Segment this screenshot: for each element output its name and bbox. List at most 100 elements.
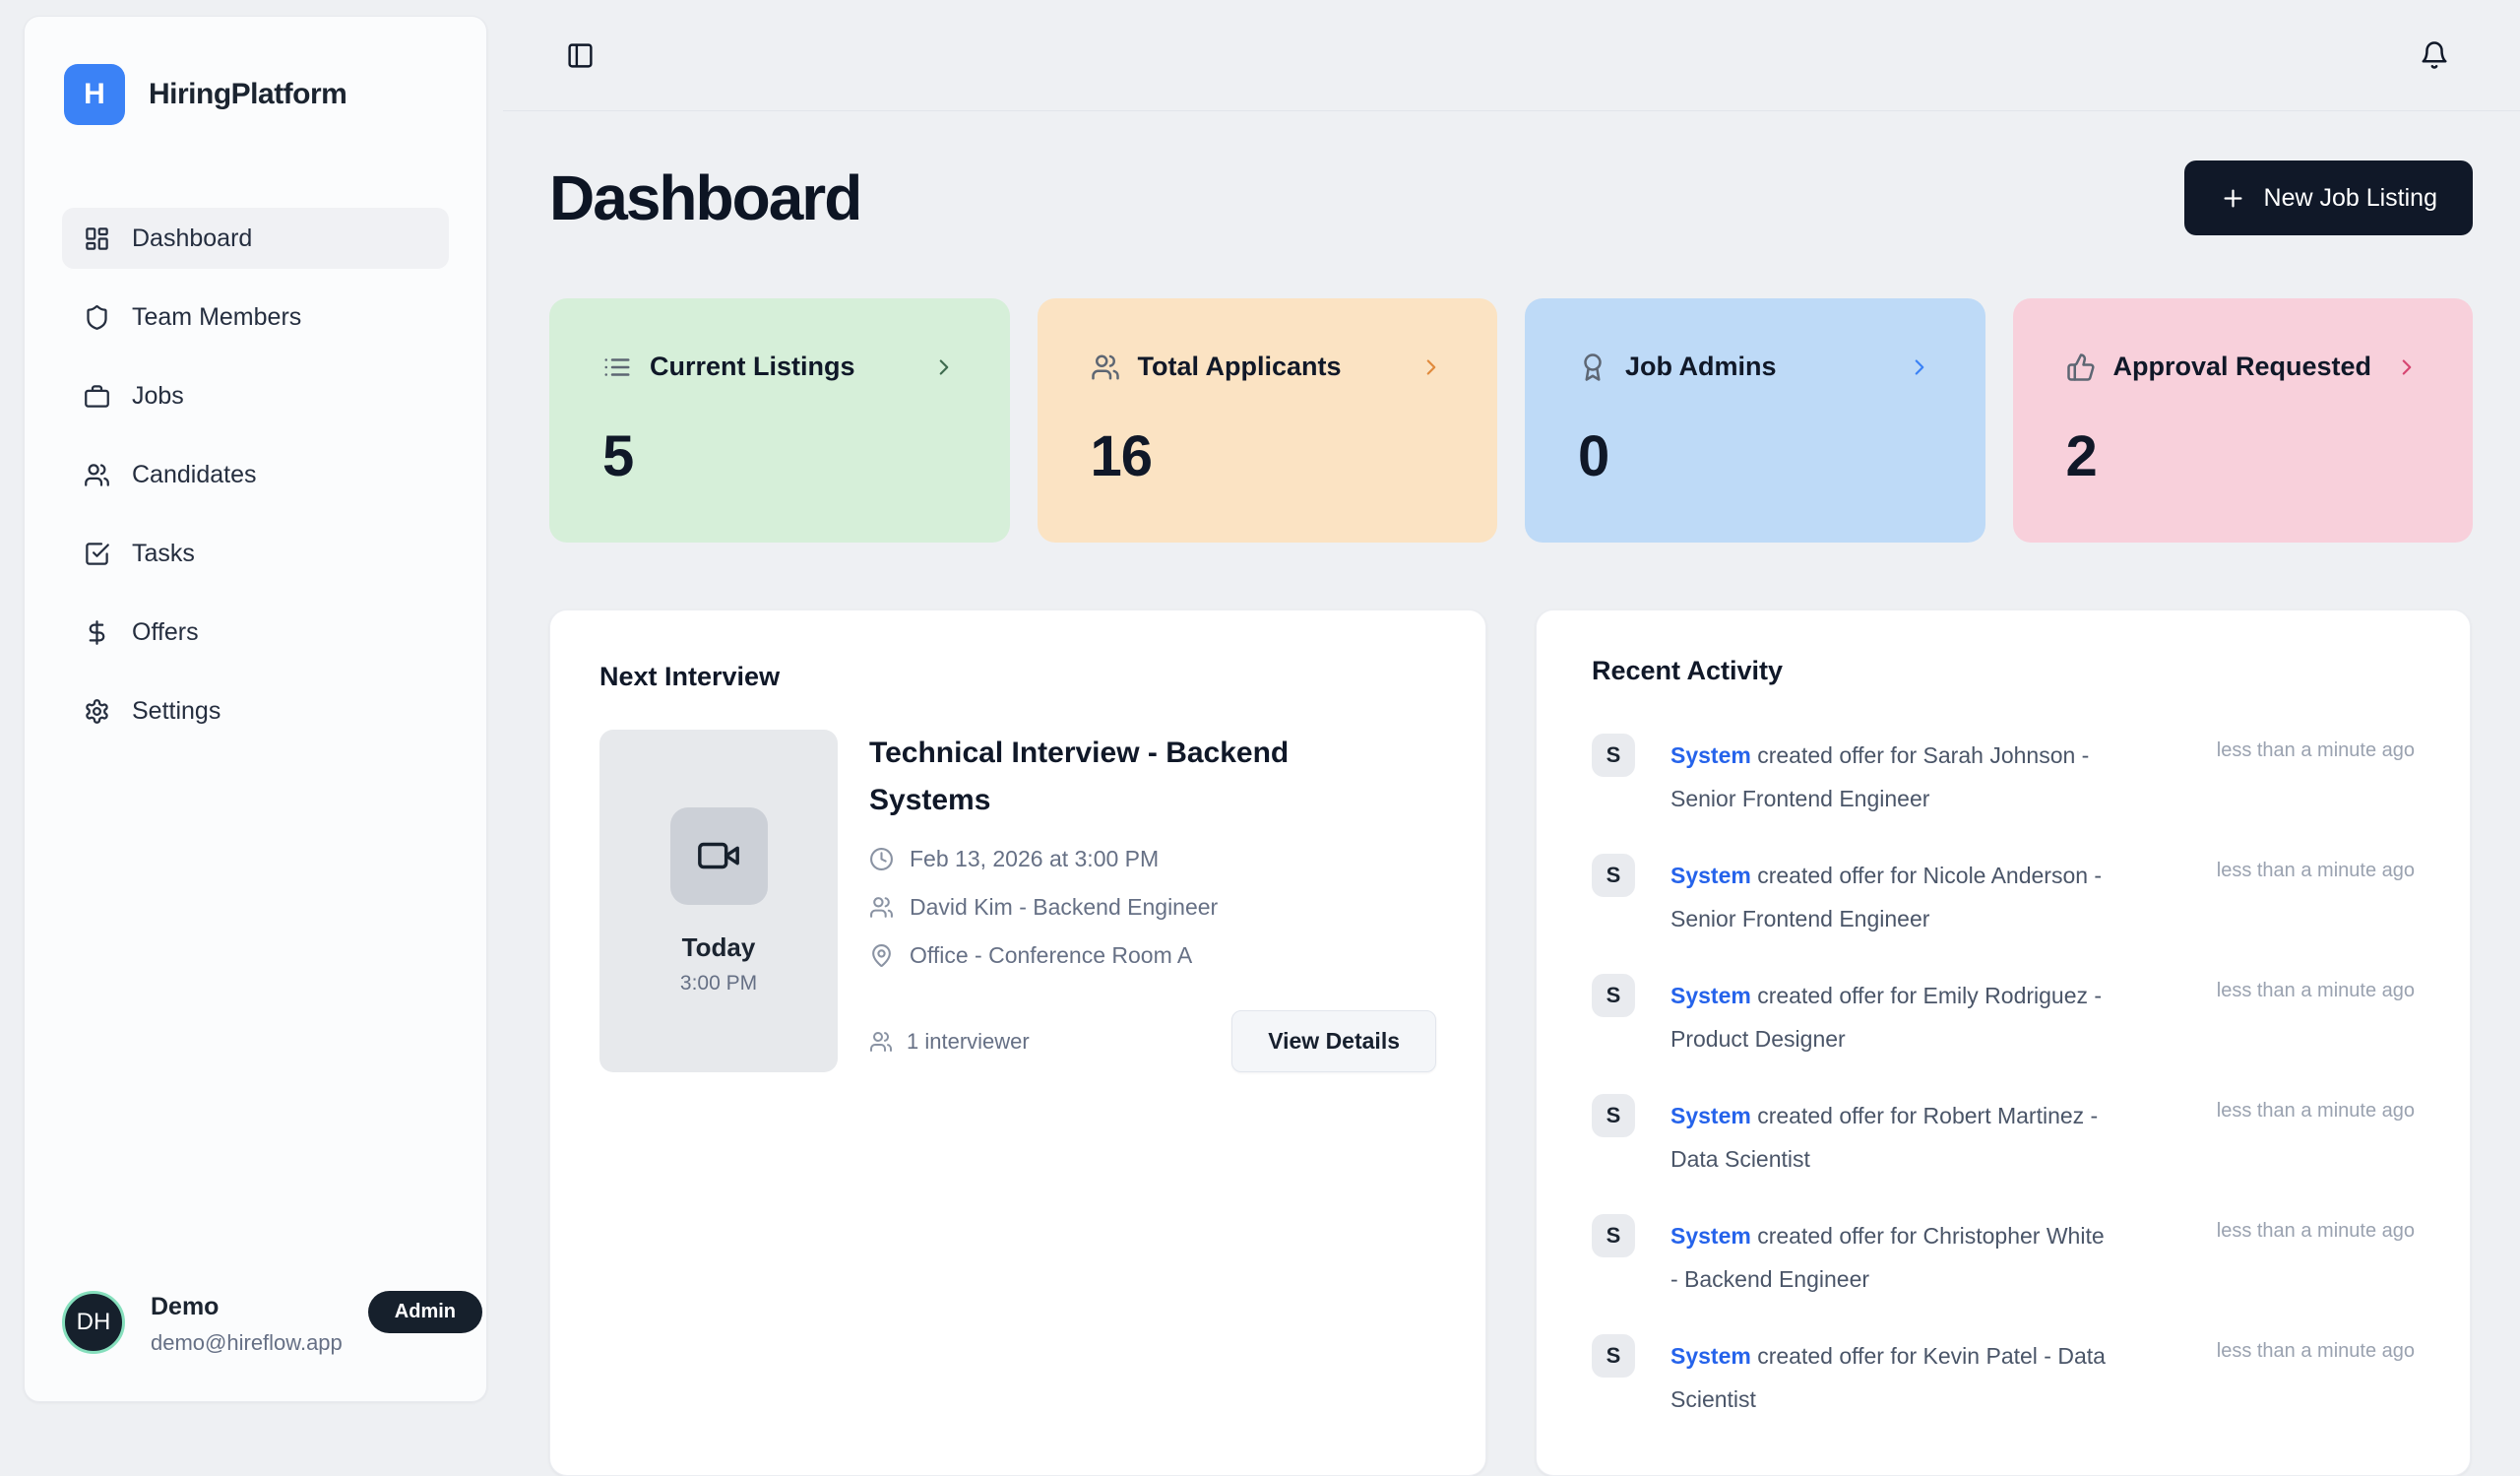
sidebar-item-settings[interactable]: Settings <box>62 680 449 741</box>
stat-card-total-applicants[interactable]: Total Applicants 16 <box>1037 298 1497 543</box>
sidebar-item-jobs[interactable]: Jobs <box>62 365 449 426</box>
stat-card-current-listings[interactable]: Current Listings 5 <box>549 298 1010 543</box>
video-tile <box>669 806 768 905</box>
users-icon <box>870 1031 892 1052</box>
stat-value: 0 <box>1578 424 1609 488</box>
activity-actor-link[interactable]: System <box>1670 1343 1751 1369</box>
clock-icon <box>870 848 893 870</box>
notifications-button[interactable] <box>2420 40 2449 70</box>
stat-card-job-admins[interactable]: Job Admins 0 <box>1525 298 1985 543</box>
dollar-icon <box>89 619 105 645</box>
interview-location-row: Office - Conference Room A <box>869 942 1436 969</box>
interview-title: Technical Interview - Backend Systems <box>869 737 1290 816</box>
interview-location: Office - Conference Room A <box>910 942 1193 968</box>
app-logo: H HiringPlatform <box>64 64 486 125</box>
stat-card-approval-requested[interactable]: Approval Requested 2 <box>2012 298 2473 543</box>
new-job-listing-button[interactable]: New Job Listing <box>2183 160 2473 235</box>
activity-actor-link[interactable]: System <box>1670 742 1751 768</box>
chevron-right-icon <box>1915 358 1923 375</box>
sidebar-item-label: Settings <box>132 696 221 725</box>
app-name: HiringPlatform <box>149 78 347 110</box>
activity-actor-link[interactable]: System <box>1670 1223 1751 1249</box>
activity-timestamp: less than a minute ago <box>2216 739 2415 761</box>
stat-value: 5 <box>602 424 634 488</box>
activity-actor-link[interactable]: System <box>1670 983 1751 1008</box>
interview-day-label: Today <box>681 931 756 962</box>
dashboard-cards: Next Interview Today 3:00 PM Technical I… <box>549 610 2471 1476</box>
sidebar-item-label: Tasks <box>132 539 195 567</box>
stat-value: 16 <box>1090 424 1154 488</box>
stat-head: Job Admins <box>1578 352 1932 382</box>
activity-timestamp: less than a minute ago <box>2216 980 2415 1001</box>
sidebar-item-label: Candidates <box>132 460 257 488</box>
sidebar-toggle-button[interactable] <box>566 41 595 70</box>
activity-avatar: S <box>1592 854 1635 897</box>
activity-text: System created offer for Emily Rodriguez… <box>1670 974 2113 1060</box>
stat-head: Current Listings <box>602 352 957 382</box>
video-camera-icon <box>698 842 739 869</box>
activity-item: S System created offer for Nicole Anders… <box>1592 854 2415 940</box>
stat-label: Approval Requested <box>2112 352 2372 381</box>
activity-action: created offer for Emily Rodriguez - Prod… <box>1670 983 2103 1052</box>
role-badge: Admin <box>367 1291 482 1333</box>
activity-actor-link[interactable]: System <box>1670 1103 1751 1128</box>
stat-label: Total Applicants <box>1137 352 1342 381</box>
activity-action: created offer for Sarah Johnson - Senior… <box>1670 742 2090 811</box>
activity-actor-link[interactable]: System <box>1670 863 1751 888</box>
chevron-right-icon <box>2402 358 2412 375</box>
activity-text: System created offer for Kevin Patel - D… <box>1670 1334 2113 1421</box>
sidebar-item-offers[interactable]: Offers <box>62 602 449 663</box>
activity-text: System created offer for Nicole Anderson… <box>1670 854 2113 940</box>
activity-avatar: S <box>1592 1214 1635 1257</box>
activity-item: S System created offer for Kevin Patel -… <box>1592 1334 2415 1421</box>
interview-date-box: Today 3:00 PM <box>599 730 838 1072</box>
shield-icon <box>87 304 107 330</box>
activity-text: System created offer for Sarah Johnson -… <box>1670 734 2113 820</box>
activity-action: created offer for Robert Martinez - Data… <box>1670 1103 2099 1172</box>
activity-avatar: S <box>1592 974 1635 1017</box>
users-icon <box>1091 354 1119 379</box>
stat-head: Total Applicants <box>1091 352 1445 382</box>
next-interview-body: Today 3:00 PM Technical Interview - Back… <box>599 730 1436 1072</box>
topbar <box>503 0 2520 111</box>
users-icon <box>85 463 109 486</box>
activity-avatar: S <box>1592 734 1635 777</box>
main-area: Dashboard New Job Listing Current Listin… <box>503 0 2520 1476</box>
avatar: DH <box>62 1291 125 1354</box>
sidebar-item-dashboard[interactable]: Dashboard <box>62 208 449 269</box>
award-icon <box>1584 353 1602 381</box>
sidebar-item-tasks[interactable]: Tasks <box>62 523 449 584</box>
activity-text: System created offer for Christopher Whi… <box>1670 1214 2113 1301</box>
sidebar-item-candidates[interactable]: Candidates <box>62 444 449 505</box>
thumbs-up-icon <box>2066 353 2094 381</box>
activity-list: S System created offer for Sarah Johnson… <box>1592 734 2415 1421</box>
next-interview-heading: Next Interview <box>599 662 781 691</box>
sidebar-item-label: Team Members <box>132 302 302 331</box>
activity-action: created offer for Kevin Patel - Data Sci… <box>1670 1343 2106 1412</box>
briefcase-icon <box>85 384 109 408</box>
interview-datetime-row: Feb 13, 2026 at 3:00 PM <box>869 846 1436 872</box>
page-title: Dashboard <box>549 162 862 233</box>
sidebar-item-team-members[interactable]: Team Members <box>62 287 449 348</box>
interview-datetime: Feb 13, 2026 at 3:00 PM <box>910 846 1160 871</box>
map-pin-icon <box>872 944 891 967</box>
user-profile[interactable]: DH Demo demo@hireflow.app Admin <box>62 1291 482 1356</box>
activity-item: S System created offer for Robert Martin… <box>1592 1094 2415 1181</box>
recent-activity-heading: Recent Activity <box>1592 656 1784 685</box>
activity-action: created offer for Christopher White - Ba… <box>1670 1223 2105 1292</box>
interview-candidate-row: David Kim - Backend Engineer <box>869 894 1436 921</box>
activity-item: S System created offer for Christopher W… <box>1592 1214 2415 1301</box>
sidebar: H HiringPlatform Dashboard Team Members … <box>24 16 487 1402</box>
interview-candidate: David Kim - Backend Engineer <box>910 894 1219 920</box>
sidebar-nav: Dashboard Team Members Jobs Candidates T… <box>25 208 486 741</box>
activity-timestamp: less than a minute ago <box>2216 1340 2415 1362</box>
interviewer-count-label: 1 interviewer <box>907 1028 1030 1054</box>
activity-timestamp: less than a minute ago <box>2216 1100 2415 1122</box>
stat-label: Job Admins <box>1625 352 1777 381</box>
activity-item: S System created offer for Emily Rodrigu… <box>1592 974 2415 1060</box>
panel-left-icon <box>568 42 593 68</box>
view-details-button[interactable]: View Details <box>1231 1010 1436 1072</box>
plus-icon <box>2224 189 2242 207</box>
interviewer-count: 1 interviewer <box>869 1029 1030 1055</box>
chevron-right-icon <box>1426 358 1436 375</box>
